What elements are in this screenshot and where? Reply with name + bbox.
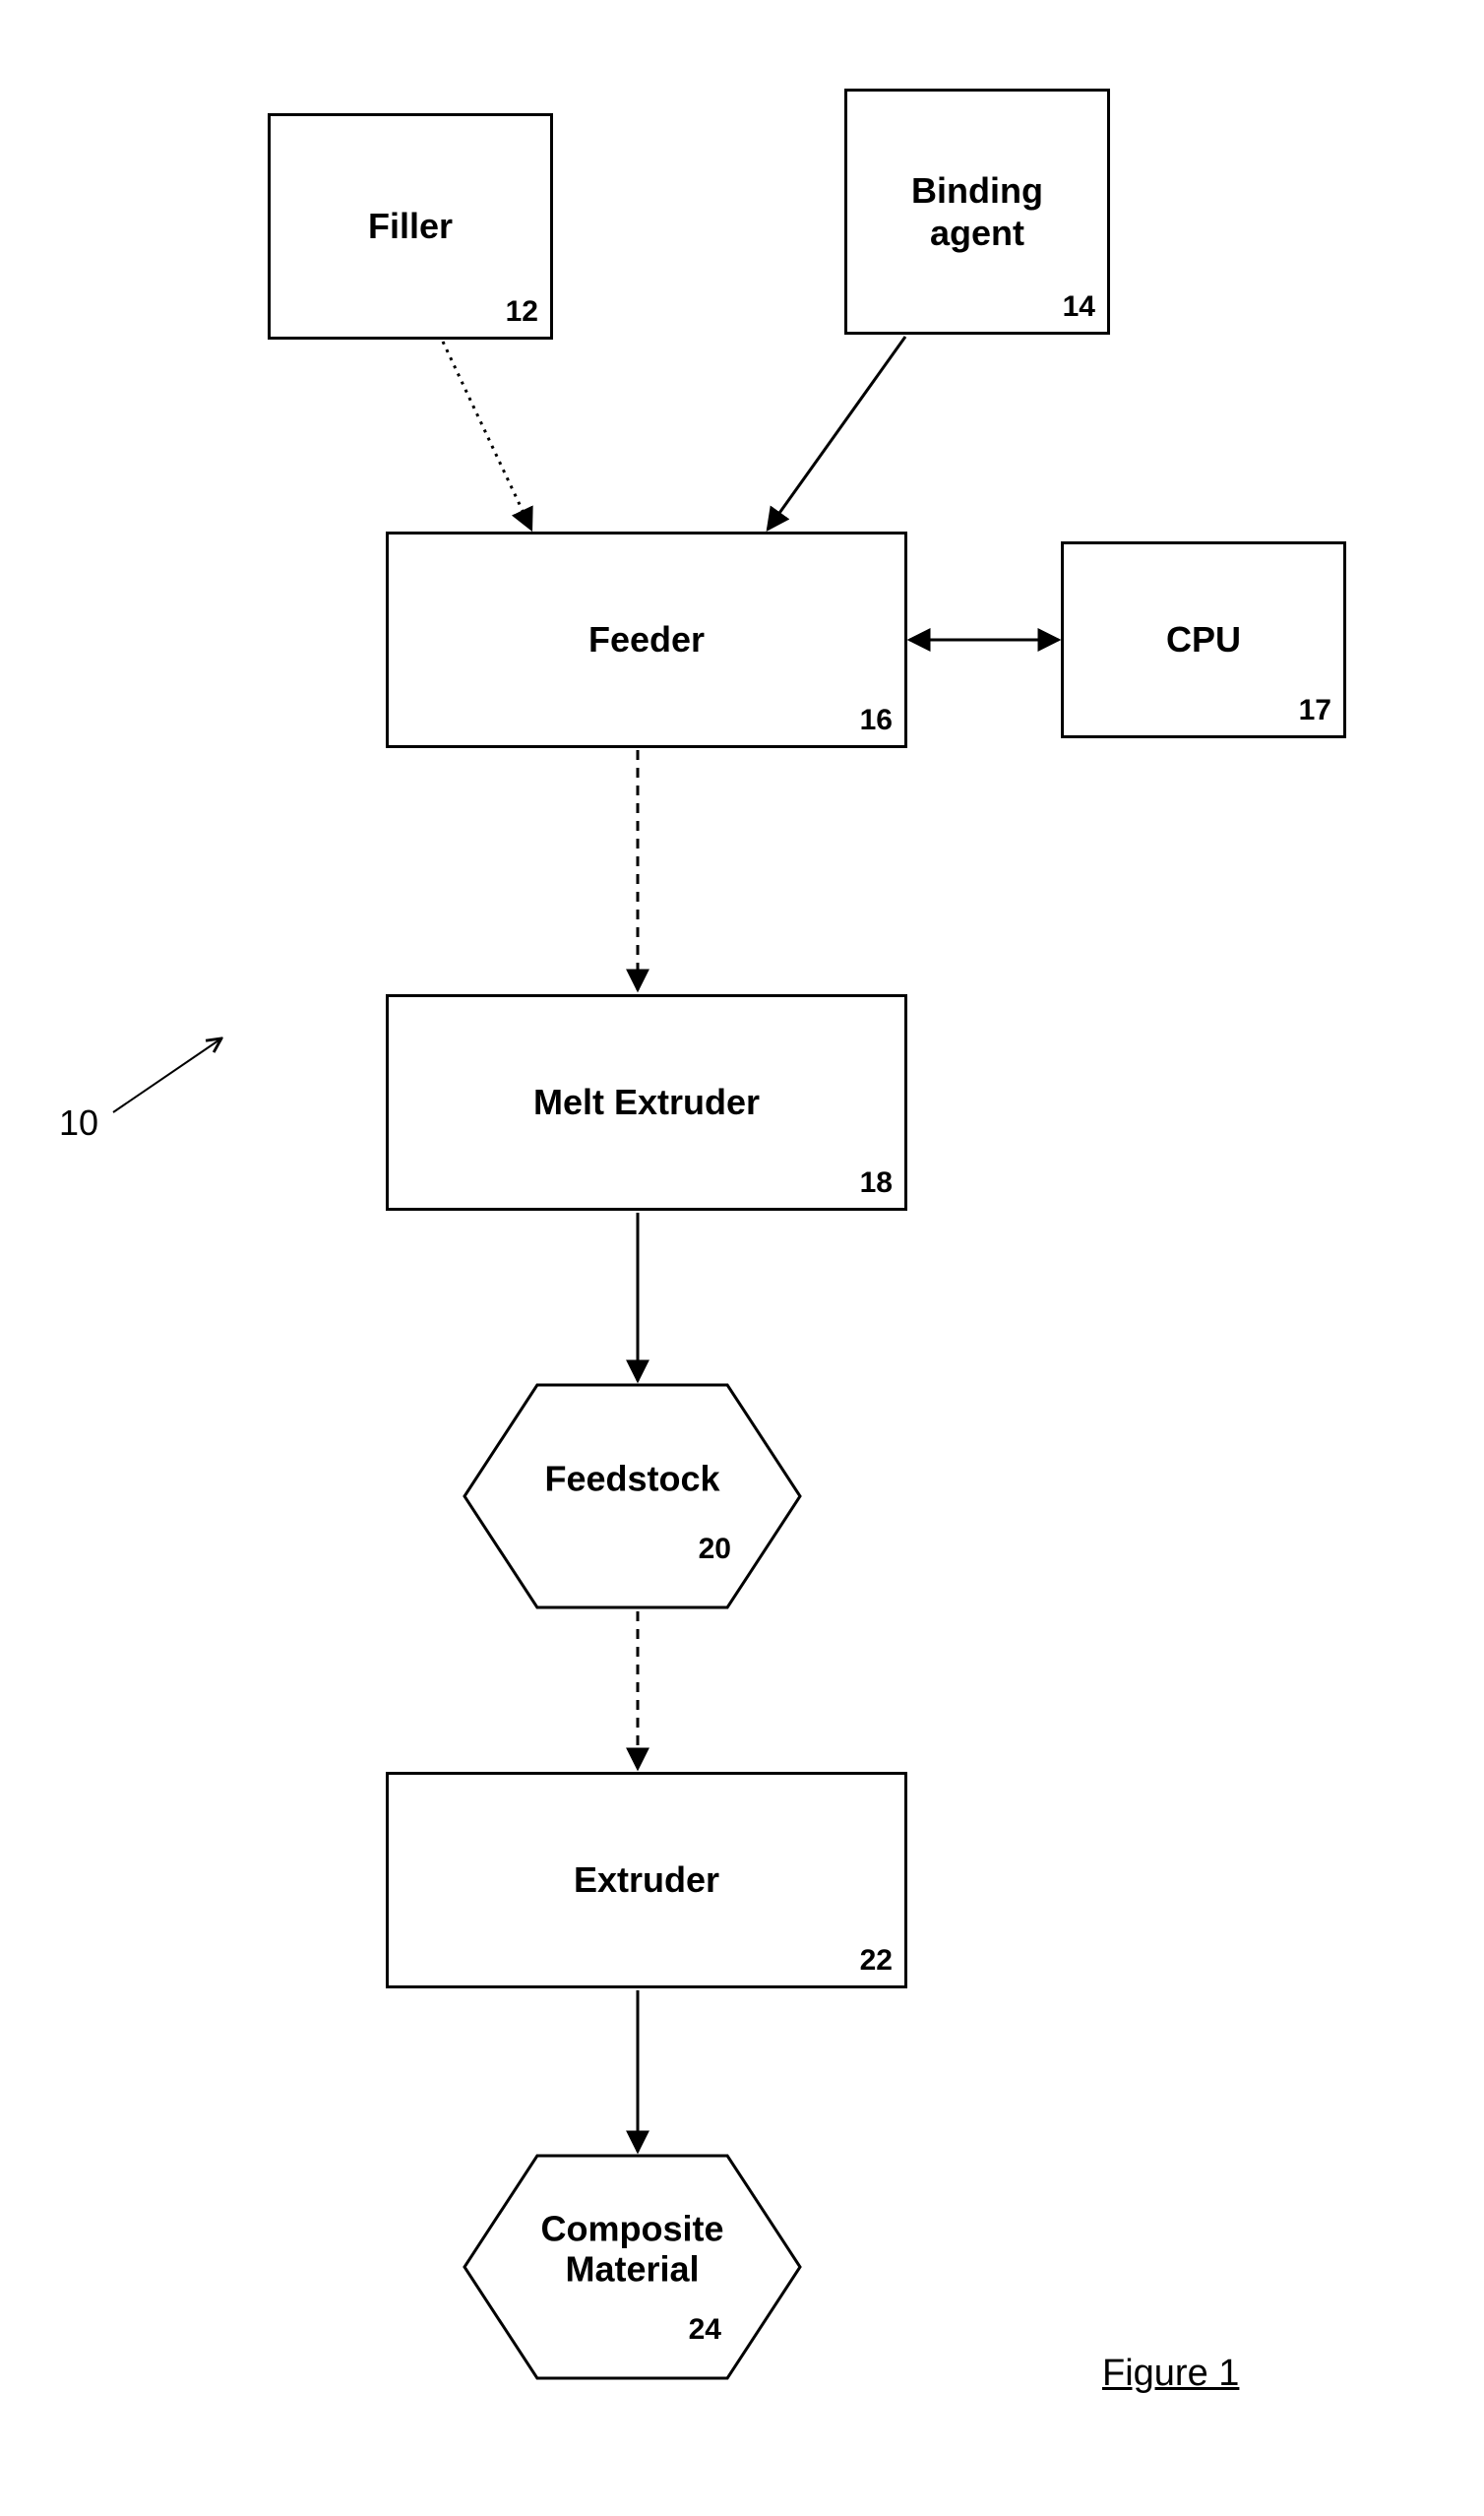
node-cpu-label: CPU	[1166, 618, 1241, 660]
edges-layer	[0, 0, 1484, 2516]
node-melt-label: Melt Extruder	[533, 1081, 760, 1123]
node-melt: Melt Extruder 18	[386, 994, 907, 1211]
reference-label-text: 10	[59, 1102, 98, 1143]
node-feedstock-label: Feedstock	[544, 1458, 719, 1498]
reference-label: 10	[59, 1102, 98, 1144]
node-cpu-num: 17	[1299, 694, 1331, 727]
node-filler-num: 12	[506, 295, 538, 329]
figure-caption: Figure 1	[1102, 2353, 1239, 2395]
node-cpu: CPU 17	[1061, 541, 1346, 738]
node-melt-num: 18	[860, 1166, 893, 1200]
node-extruder-num: 22	[860, 1944, 893, 1978]
node-filler-label: Filler	[368, 205, 453, 247]
node-binding-label: Bindingagent	[911, 169, 1043, 254]
node-extruder-label: Extruder	[574, 1858, 719, 1901]
node-composite-label: CompositeMaterial	[540, 2208, 723, 2290]
node-feeder-num: 16	[860, 704, 893, 737]
node-feeder: Feeder 16	[386, 532, 907, 748]
flowchart-diagram: Filler 12 Bindingagent 14 Feeder 16 CPU 17 Melt …	[0, 0, 1484, 2516]
edge-filler-feeder	[443, 342, 531, 530]
node-composite-num: 24	[689, 2313, 721, 2347]
node-extruder: Extruder 22	[386, 1772, 907, 1988]
edge-binding-feeder	[768, 337, 905, 530]
node-feeder-label: Feeder	[588, 618, 705, 660]
node-binding: Bindingagent 14	[844, 89, 1110, 335]
node-binding-num: 14	[1063, 290, 1095, 324]
node-filler: Filler 12	[268, 113, 553, 340]
figure-caption-text: Figure 1	[1102, 2353, 1239, 2394]
node-composite: CompositeMaterial 24	[463, 2154, 802, 2380]
node-feedstock: Feedstock 20	[463, 1383, 802, 1609]
node-feedstock-num: 20	[699, 1533, 731, 1566]
